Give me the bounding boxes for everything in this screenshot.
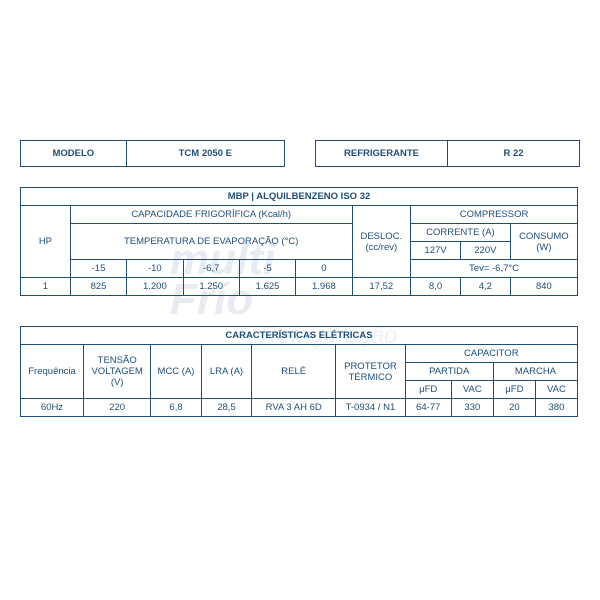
desloc-value: 17,52 <box>352 278 411 296</box>
header-row: MODELO TCM 2050 E REFRIGERANTE R 22 <box>20 140 580 167</box>
tev-label: Tev= -6,7°C <box>411 260 578 278</box>
lra-header: LRA (A) <box>201 345 251 399</box>
corrente-header: CORRENTE (A) <box>411 224 511 242</box>
mcc-value: 6,8 <box>151 399 201 417</box>
refrigerante-table: REFRIGERANTE R 22 <box>315 140 580 167</box>
p-ufd-header: μFD <box>405 381 451 399</box>
refrigerante-value: R 22 <box>448 141 580 167</box>
p-vac-value: 330 <box>451 399 493 417</box>
cap-1: 1.200 <box>127 278 183 296</box>
freq-value: 60Hz <box>21 399 84 417</box>
capacity-table: MBP | ALQUILBENZENO ISO 32 HP CAPACIDADE… <box>20 187 578 296</box>
desloc-header: DESLOC. (cc/rev) <box>352 206 411 278</box>
a127-value: 8,0 <box>411 278 461 296</box>
electrical-table: CARACTERÍSTICAS ELÉTRICAS Frequência TEN… <box>20 326 578 417</box>
tensao-header: TENSÃO VOLTAGEM (V) <box>84 345 151 399</box>
consumo-value: 840 <box>510 278 577 296</box>
hp-header: HP <box>21 206 71 278</box>
m-vac-header: VAC <box>535 381 577 399</box>
tensao-value: 220 <box>84 399 151 417</box>
freq-header: Frequência <box>21 345 84 399</box>
p-ufd-value: 64-77 <box>405 399 451 417</box>
modelo-value: TCM 2050 E <box>126 141 284 167</box>
hp-value: 1 <box>21 278 71 296</box>
temp-3: -5 <box>239 260 295 278</box>
temp-1: -10 <box>127 260 183 278</box>
t1-title: MBP | ALQUILBENZENO ISO 32 <box>21 188 578 206</box>
table-row: 60Hz 220 6,8 28,5 RVA 3 AH 6D T-0934 / N… <box>21 399 578 417</box>
cap-0: 825 <box>70 278 126 296</box>
temp-header: TEMPERATURA DE EVAPORAÇÃO (°C) <box>70 224 352 260</box>
modelo-table: MODELO TCM 2050 E <box>20 140 285 167</box>
cap-2: 1.250 <box>183 278 239 296</box>
marcha-header: MARCHA <box>493 363 577 381</box>
rele-header: RELÉ <box>252 345 336 399</box>
m-vac-value: 380 <box>535 399 577 417</box>
mcc-header: MCC (A) <box>151 345 201 399</box>
p-vac-header: VAC <box>451 381 493 399</box>
rele-value: RVA 3 AH 6D <box>252 399 336 417</box>
modelo-label: MODELO <box>21 141 127 167</box>
m-ufd-value: 20 <box>493 399 535 417</box>
protetor-value: T-0934 / N1 <box>336 399 405 417</box>
v220-header: 220V <box>460 242 510 260</box>
partida-header: PARTIDA <box>405 363 493 381</box>
cap-header: CAPACIDADE FRIGORÍFICA (Kcal/h) <box>70 206 352 224</box>
v127-header: 127V <box>411 242 461 260</box>
table-row: 1 825 1.200 1.250 1.625 1.968 17,52 8,0 … <box>21 278 578 296</box>
protetor-header: PROTETOR TÉRMICO <box>336 345 405 399</box>
consumo-header: CONSUMO (W) <box>510 224 577 260</box>
temp-0: -15 <box>70 260 126 278</box>
capacitor-header: CAPACITOR <box>405 345 577 363</box>
cap-4: 1.968 <box>296 278 352 296</box>
t2-title: CARACTERÍSTICAS ELÉTRICAS <box>21 327 578 345</box>
cap-3: 1.625 <box>239 278 295 296</box>
temp-4: 0 <box>296 260 352 278</box>
lra-value: 28,5 <box>201 399 251 417</box>
compressor-header: COMPRESSOR <box>411 206 578 224</box>
temp-2: -6,7 <box>183 260 239 278</box>
m-ufd-header: μFD <box>493 381 535 399</box>
a220-value: 4,2 <box>460 278 510 296</box>
refrigerante-label: REFRIGERANTE <box>316 141 448 167</box>
